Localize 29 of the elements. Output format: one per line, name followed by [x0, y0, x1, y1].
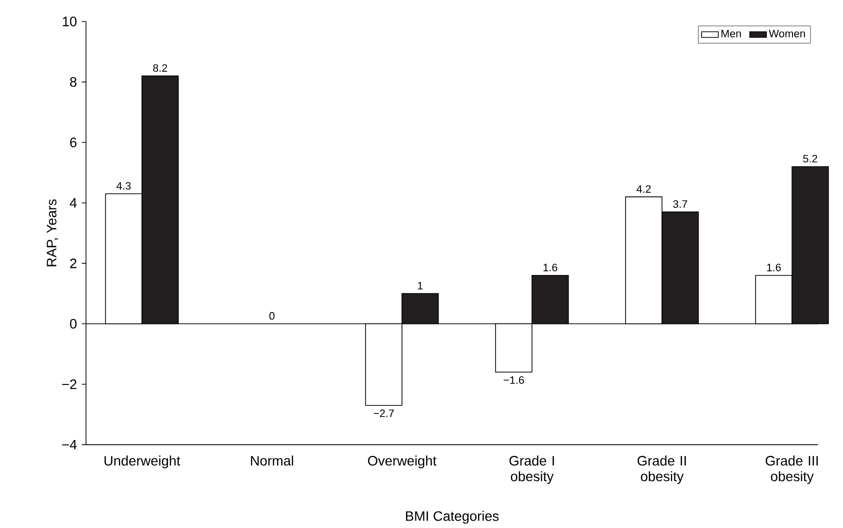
y-tick-label: 10	[62, 16, 77, 26]
y-tick-label: 0	[70, 318, 77, 329]
data-label: 3.7	[673, 200, 688, 208]
legend-label: Women	[768, 30, 805, 38]
x-tick-label: Grade III obesity	[766, 455, 818, 484]
data-label: −1.6	[504, 376, 524, 384]
data-label: −2.7	[374, 409, 394, 417]
y-axis-title: RAP, Years	[46, 199, 58, 266]
x-tick-label: Grade II obesity	[638, 455, 686, 484]
data-label: 1.6	[544, 264, 558, 272]
y-tick-label: 2	[70, 258, 76, 268]
x-tick-label: Overweight	[368, 455, 436, 468]
data-label: 4.3	[116, 182, 131, 190]
y-tick-label: 8	[70, 77, 76, 87]
x-tick-label: Normal	[251, 455, 294, 466]
data-label: 8.2	[153, 64, 168, 72]
y-tick-label: 6	[70, 137, 76, 148]
x-tick-label: Underweight	[104, 455, 180, 468]
data-label: 4.2	[636, 185, 651, 193]
legend-label: Men	[722, 30, 741, 38]
data-label: 1	[418, 282, 423, 290]
x-axis-title: BMI Categories	[406, 510, 499, 524]
y-tick-label: −4	[62, 440, 77, 450]
x-tick-label: Grade I obesity	[509, 455, 554, 484]
data-label: 1.6	[767, 264, 781, 272]
y-tick-label: −2	[62, 379, 76, 389]
annotation: 0	[269, 312, 274, 320]
y-tick-label: 4	[70, 198, 77, 208]
data-label: 5.2	[803, 154, 818, 162]
